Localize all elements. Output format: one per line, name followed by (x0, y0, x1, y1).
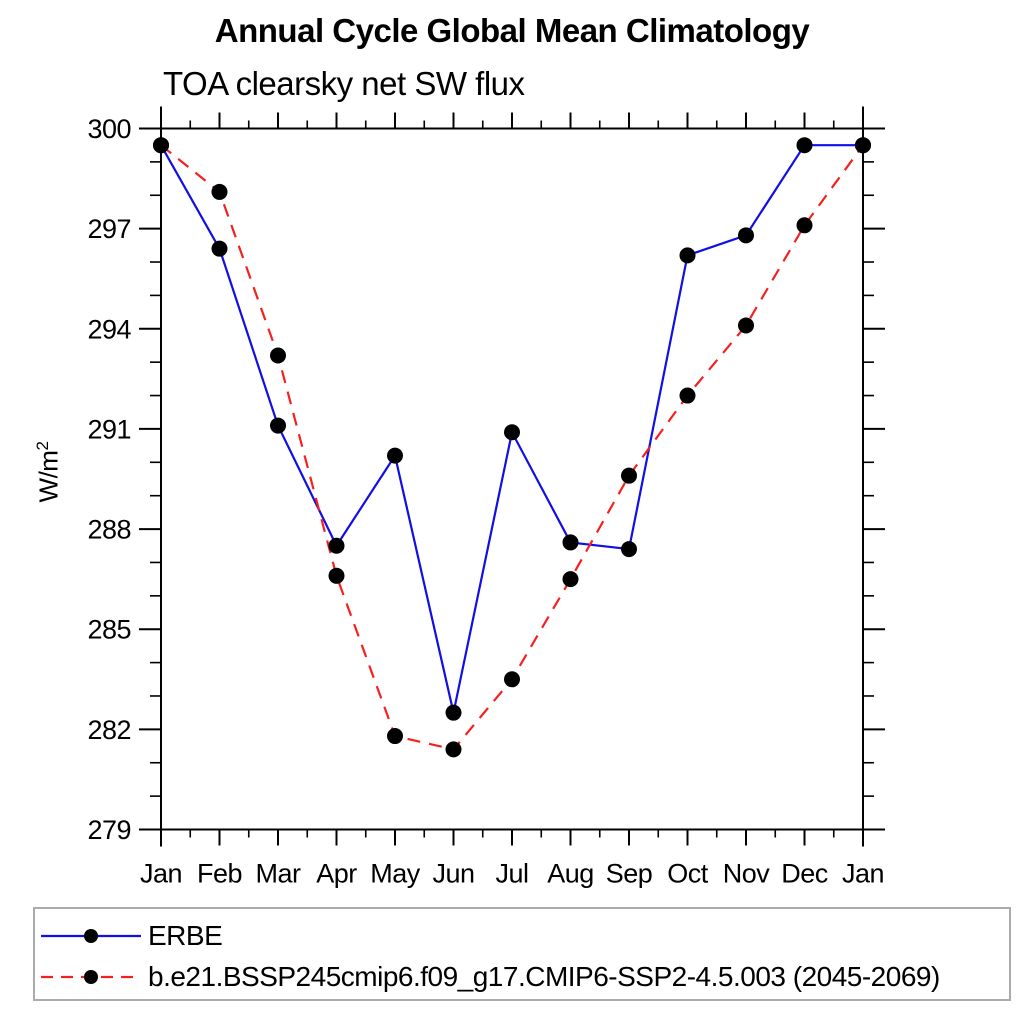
y-tick-label: 288 (87, 515, 131, 545)
x-tick-label: Apr (316, 859, 357, 889)
y-tick-label: 279 (87, 815, 131, 845)
data-point-marker (679, 247, 696, 264)
data-point-marker (738, 317, 754, 334)
data-point-marker (387, 447, 403, 464)
data-point-marker (621, 541, 637, 558)
data-point-marker (504, 424, 520, 441)
chart-title: Annual Cycle Global Mean Climatology (214, 12, 810, 49)
x-tick-label: Feb (197, 859, 242, 889)
plot-frame (160, 127, 864, 831)
x-tick-label: Jan (842, 859, 884, 889)
data-point-marker (211, 183, 228, 200)
x-tick-label: Nov (723, 859, 771, 889)
data-point-marker (855, 137, 871, 154)
data-point-marker (562, 571, 579, 588)
x-tick-label: Sep (606, 859, 653, 889)
legend-label-model: b.e21.BSSP245cmip6.f09_g17.CMIP6-SSP2-4.… (148, 961, 940, 992)
data-point-marker (387, 728, 403, 745)
series-line-1 (160, 144, 864, 751)
data-point-marker (504, 671, 520, 688)
data-point-marker (270, 417, 286, 434)
x-tick-label: Aug (547, 859, 594, 889)
data-point-marker (796, 217, 813, 234)
x-tick-label: Oct (667, 859, 709, 889)
model-line-sample-icon (41, 970, 141, 984)
y-tick-label: 291 (87, 414, 131, 444)
y-tick-label: 297 (87, 214, 131, 244)
chart-subtitle: TOA clearsky net SW flux (163, 65, 525, 102)
legend-box: ERBE b.e21.BSSP245cmip6.f09_g17.CMIP6-SS… (33, 907, 1011, 1001)
data-point-marker (796, 137, 813, 154)
data-point-marker (270, 347, 286, 364)
y-tick-label: 285 (87, 615, 131, 645)
data-point-marker (562, 534, 579, 551)
data-point-marker (211, 240, 228, 257)
legend-item-erbe: ERBE (39, 920, 223, 951)
legend-label-erbe: ERBE (148, 920, 223, 951)
data-point-marker (445, 704, 462, 721)
x-tick-label: Jan (140, 859, 182, 889)
erbe-line-sample-icon (41, 929, 141, 943)
x-tick-label: Jun (432, 859, 474, 889)
data-point-marker (153, 137, 169, 154)
y-tick-label: 282 (87, 715, 131, 745)
y-tick-label: 294 (87, 314, 131, 344)
x-tick-label: Jul (495, 859, 528, 889)
data-point-marker (738, 227, 754, 244)
x-tick-label: Dec (781, 859, 828, 889)
data-point-marker (621, 467, 637, 484)
x-tick-label: Mar (256, 859, 302, 889)
x-tick-label: May (370, 859, 421, 889)
y-tick-label: 300 (87, 114, 131, 144)
data-point-marker (328, 537, 345, 554)
data-point-marker (445, 741, 462, 758)
legend-item-model: b.e21.BSSP245cmip6.f09_g17.CMIP6-SSP2-4.… (39, 961, 940, 992)
data-point-marker (679, 387, 696, 404)
data-point-marker (328, 567, 345, 584)
